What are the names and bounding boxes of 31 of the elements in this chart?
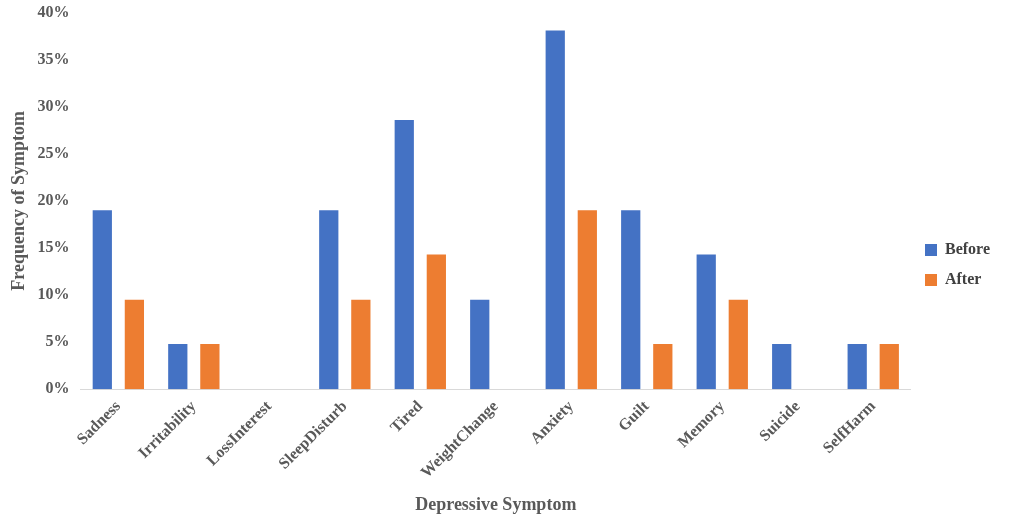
y-tick-label: 5% bbox=[45, 332, 70, 350]
bar bbox=[394, 119, 414, 390]
y-tick-label: 20% bbox=[37, 191, 70, 209]
bar bbox=[728, 299, 748, 390]
bar bbox=[621, 210, 641, 390]
bar bbox=[772, 343, 792, 390]
x-axis-title: Depressive Symptom bbox=[415, 493, 577, 514]
legend-label: Before bbox=[944, 240, 990, 258]
bar bbox=[124, 299, 145, 390]
bar bbox=[577, 210, 597, 390]
bar bbox=[92, 210, 112, 390]
bar bbox=[319, 210, 339, 390]
bar bbox=[351, 299, 371, 390]
legend-label: After bbox=[944, 270, 982, 288]
y-tick-label: 30% bbox=[37, 96, 70, 114]
y-tick-label: 40% bbox=[37, 2, 70, 20]
bar bbox=[847, 343, 867, 390]
bar bbox=[426, 254, 446, 390]
y-tick-label: 15% bbox=[37, 238, 70, 256]
y-tick-label: 35% bbox=[37, 49, 70, 67]
bar bbox=[200, 343, 220, 390]
bar bbox=[653, 343, 673, 390]
bar bbox=[879, 343, 899, 390]
y-tick-label: 10% bbox=[37, 285, 70, 303]
bar bbox=[168, 343, 188, 390]
bar bbox=[696, 254, 716, 390]
bar bbox=[470, 299, 490, 390]
y-tick-label: 0% bbox=[45, 379, 70, 397]
y-axis-title: Frequency of Symptom bbox=[8, 111, 29, 291]
y-tick-label: 25% bbox=[37, 143, 70, 161]
bar bbox=[545, 30, 565, 390]
